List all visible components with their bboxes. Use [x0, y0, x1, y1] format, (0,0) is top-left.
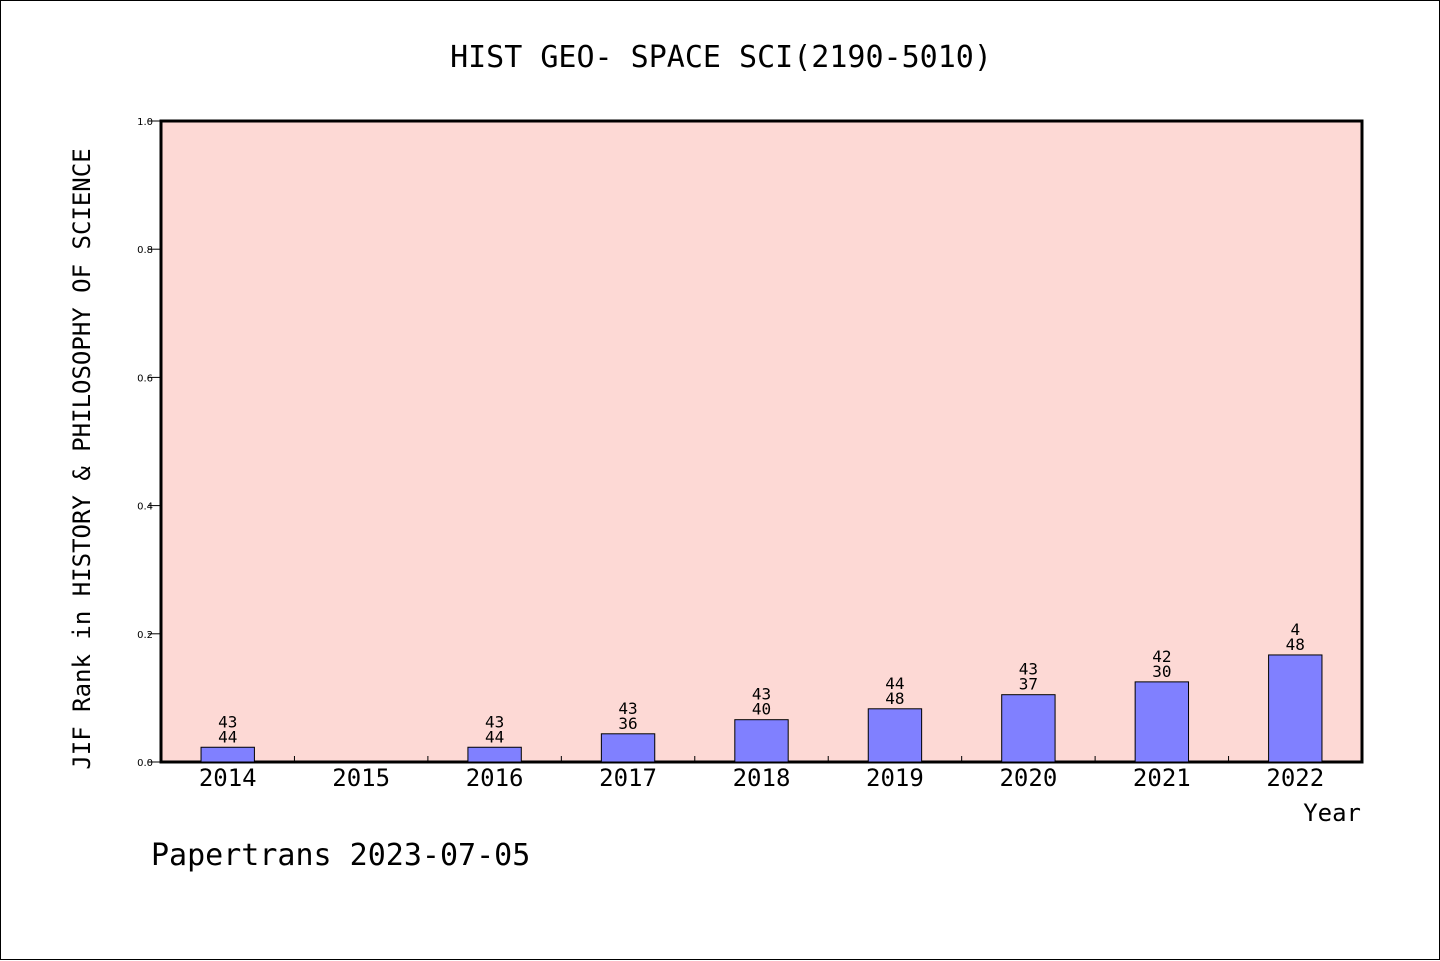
bar	[1134, 681, 1190, 763]
bar-rank-label: 43	[1019, 660, 1038, 679]
bar-total-label: 37	[1019, 675, 1038, 694]
bar-rank-label: 43	[752, 685, 771, 704]
bar-total-label: 48	[885, 689, 904, 708]
bar	[600, 733, 656, 763]
x-tick-label: 2022	[1266, 764, 1324, 792]
chart-title: HIST GEO- SPACE SCI(2190-5010)	[450, 40, 992, 75]
bar-total-label: 40	[752, 700, 771, 719]
x-tick-label: 2020	[999, 764, 1057, 792]
bars-group	[200, 654, 1323, 763]
x-tick-label: 2018	[733, 764, 791, 792]
footer-credit: Papertrans 2023-07-05	[151, 838, 530, 873]
bar-rank-label: 43	[618, 699, 637, 718]
plot-area	[159, 119, 1364, 764]
x-tick-label: 2019	[866, 764, 924, 792]
y-tick-label: 0.0	[137, 758, 153, 769]
bar-total-label: 44	[218, 727, 237, 746]
y-axis-label: JIF Rank in HISTORY & PHILOSOPHY OF SCIE…	[68, 148, 96, 769]
x-axis-label: Year	[1303, 799, 1361, 827]
x-tick-label: 2016	[466, 764, 524, 792]
bar	[734, 719, 789, 763]
bar	[200, 746, 255, 763]
bar	[467, 746, 522, 763]
bar-total-label: 36	[618, 714, 637, 733]
x-tick-label: 2014	[199, 764, 257, 792]
y-tick-label: 0.4	[137, 502, 153, 513]
bar-rank-label: 4	[1290, 620, 1300, 639]
y-axis-ticks: 0.0 0.2 0.4 0.6 0.8 1.0	[137, 117, 161, 769]
bar-rank-label: 43	[218, 712, 237, 731]
bar-total-label: 44	[485, 727, 504, 746]
bar-rank-label: 42	[1152, 647, 1171, 666]
x-tick-label: 2017	[599, 764, 657, 792]
bar-rank-label: 43	[485, 712, 504, 731]
y-tick-label: 0.2	[137, 630, 153, 641]
x-tick-label: 2015	[332, 764, 390, 792]
bar	[867, 708, 923, 763]
bar-total-label: 48	[1286, 635, 1305, 654]
bar-rank-label: 44	[885, 674, 904, 693]
y-tick-label: 0.6	[137, 373, 153, 384]
bar	[1268, 654, 1323, 763]
y-tick-label: 1.0	[137, 117, 153, 128]
y-tick-label: 0.8	[137, 245, 153, 256]
bar-total-label: 30	[1152, 662, 1171, 681]
x-axis-ticks: 2014 2015 2016 2017 2018 2019 2020 2021 2022	[199, 756, 1324, 792]
x-tick-label: 2021	[1133, 764, 1191, 792]
bar	[1001, 694, 1056, 763]
